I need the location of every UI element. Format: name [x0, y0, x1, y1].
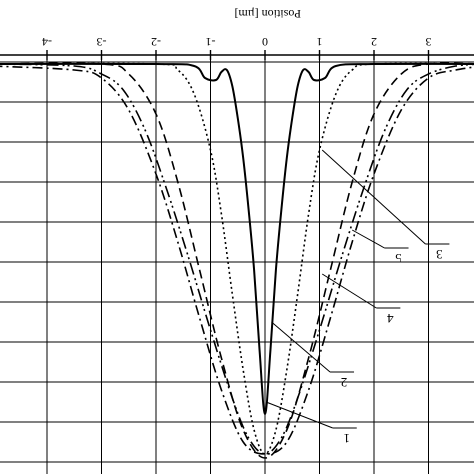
x-tick-label: 3	[426, 35, 432, 49]
x-tick-label: -1	[206, 35, 216, 49]
curves	[0, 62, 474, 459]
grid-lines	[0, 55, 474, 474]
curve-label-callouts: 1 2 4 5 3	[265, 149, 450, 446]
curve-1	[0, 62, 474, 416]
curve-3	[0, 65, 474, 455]
curve-label-4: 4	[387, 311, 394, 326]
callout-leader-4	[321, 273, 377, 309]
callout-leader-5	[351, 229, 385, 249]
callout-leader-1	[265, 401, 333, 429]
curve-5	[0, 63, 474, 455]
x-tick-label: -4	[42, 35, 52, 49]
x-axis	[0, 50, 474, 60]
callout-leader-2	[271, 321, 331, 373]
x-axis-title: Position [µm]	[234, 7, 301, 21]
x-tick-label: -2	[151, 35, 161, 49]
callout-leader-3	[321, 149, 426, 245]
x-tick-label: -3	[97, 35, 107, 49]
x-tick-label: 2	[371, 35, 377, 49]
curve-2	[0, 62, 474, 455]
curve-label-3: 3	[436, 247, 443, 262]
curve-label-1: 1	[344, 431, 351, 446]
curve-label-5: 5	[395, 251, 402, 266]
x-tick-label: 0	[262, 35, 268, 49]
curve-label-2: 2	[341, 375, 348, 390]
curve-4	[0, 62, 474, 459]
x-tick-label: 1	[317, 35, 323, 49]
